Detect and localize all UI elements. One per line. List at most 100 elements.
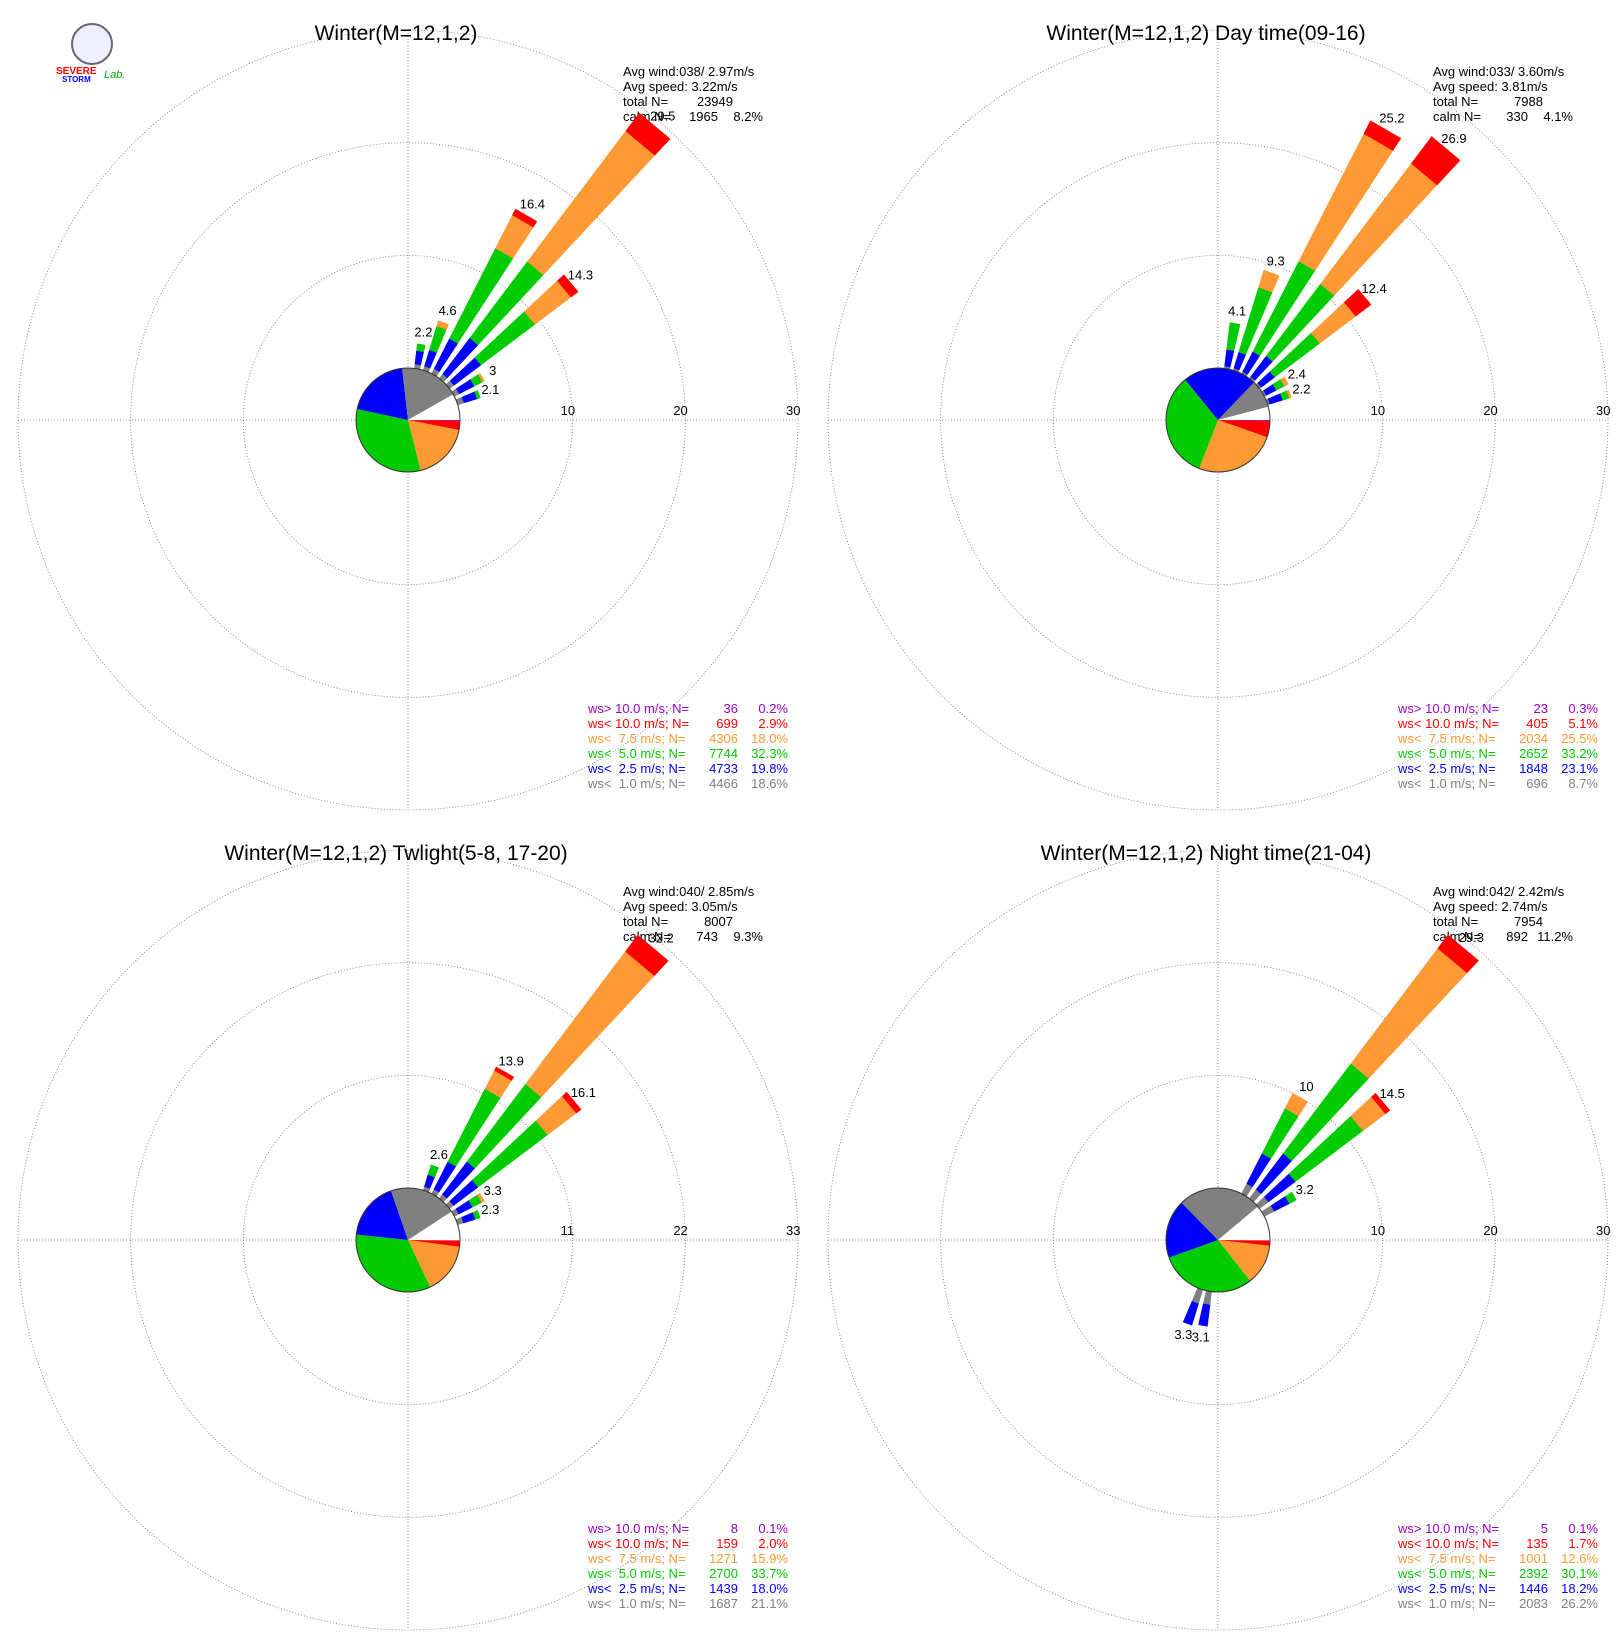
legend-label: ws> 10.0 m/s; N= xyxy=(1397,701,1499,716)
legend-percent: 26.2% xyxy=(1561,1596,1598,1611)
bar-label: 13.9 xyxy=(499,1053,524,1068)
legend-percent: 8.7% xyxy=(1568,776,1598,791)
legend-count: 2652 xyxy=(1519,746,1548,761)
bar-segment xyxy=(556,274,579,298)
logo: SEVERE STORM Lab. xyxy=(56,23,125,84)
bar-segment xyxy=(477,1192,485,1203)
bar-segment xyxy=(474,390,481,400)
bar-segment xyxy=(1350,947,1468,1079)
legend-label: ws< 5.0 m/s; N= xyxy=(587,746,686,761)
r-tick-label: 10 xyxy=(1371,403,1385,418)
legend-count: 159 xyxy=(716,1536,738,1551)
legend-count: 4466 xyxy=(709,776,738,791)
legend-percent: 2.9% xyxy=(758,716,788,731)
legend-label: ws< 10.0 m/s; N= xyxy=(1397,716,1499,731)
legend-count: 2083 xyxy=(1519,1596,1548,1611)
bar-label: 29.3 xyxy=(1459,930,1484,945)
legend-label: ws< 1.0 m/s; N= xyxy=(587,776,686,791)
bar-segment xyxy=(1224,349,1235,368)
legend-entry: ws< 5.0 m/s; N= 2392 30.1% xyxy=(1397,1566,1598,1581)
pie-slice xyxy=(408,420,460,421)
legend-count: 699 xyxy=(716,716,738,731)
legend-percent: 33.7% xyxy=(751,1566,788,1581)
legend-count: 2034 xyxy=(1519,731,1548,746)
pie-slice xyxy=(1218,420,1270,421)
bar-segment xyxy=(1284,1092,1309,1117)
bar-segment xyxy=(1182,1301,1199,1326)
logo-text: Lab. xyxy=(104,69,125,81)
pie-slice xyxy=(1218,406,1270,420)
r-tick-label: 30 xyxy=(786,403,800,418)
pie-slice xyxy=(1181,1188,1258,1240)
pie-slice xyxy=(1218,382,1269,420)
legend-label: ws< 5.0 m/s; N= xyxy=(587,1566,686,1581)
legend-count: 23 xyxy=(1534,701,1548,716)
legend-entry: ws< 10.0 m/s; N= 699 2.9% xyxy=(587,716,788,731)
legend-entry: ws< 5.0 m/s; N= 7744 32.3% xyxy=(587,746,788,761)
r-tick-label: 10 xyxy=(561,403,575,418)
legend-entry: ws< 2.5 m/s; N= 1439 18.0% xyxy=(587,1581,788,1596)
legend-count: 5 xyxy=(1541,1521,1548,1536)
pie-slice xyxy=(402,368,454,420)
bar-segment xyxy=(1280,376,1289,387)
pie-outline xyxy=(1165,367,1271,473)
bar-segment xyxy=(424,349,438,369)
legend-count: 1439 xyxy=(709,1581,738,1596)
legend-percent: 0.2% xyxy=(758,701,788,716)
legend-count: 2392 xyxy=(1519,1566,1548,1581)
legend-label: ws> 10.0 m/s; N= xyxy=(587,701,689,716)
bar-segment xyxy=(561,1091,582,1114)
bar-segment xyxy=(1198,1303,1211,1327)
pie-slice xyxy=(1185,368,1255,420)
legend-entry: ws< 7.5 m/s; N= 2034 25.5% xyxy=(1397,731,1598,746)
legend-entry: ws> 10.0 m/s; N= 36 0.2% xyxy=(587,701,788,716)
bar-segment xyxy=(1233,351,1247,371)
pie-slice xyxy=(357,368,408,420)
legend-percent: 25.5% xyxy=(1561,731,1598,746)
legend-entry: ws< 10.0 m/s; N= 405 5.1% xyxy=(1397,716,1598,731)
bar-segment xyxy=(1267,393,1284,405)
bar-label: 26.9 xyxy=(1441,131,1466,146)
grid-ring xyxy=(1052,254,1384,586)
r-tick-label: 30 xyxy=(1596,1223,1610,1238)
bar-label: 10 xyxy=(1299,1079,1313,1094)
r-tick-label: 22 xyxy=(673,1223,687,1238)
stat-value: 7988 xyxy=(1514,94,1543,109)
legend-count: 1001 xyxy=(1519,1551,1548,1566)
bar-segment xyxy=(472,1210,481,1220)
legend-label: ws< 7.5 m/s; N= xyxy=(1397,1551,1496,1566)
bar-segment xyxy=(527,130,656,276)
pie-slice xyxy=(408,1240,460,1288)
legend-label: ws< 5.0 m/s; N= xyxy=(1397,1566,1496,1581)
grid-ring xyxy=(1052,1074,1384,1406)
legend-label: ws< 1.0 m/s; N= xyxy=(1397,776,1496,791)
r-tick-label: 20 xyxy=(673,403,687,418)
grid-ring xyxy=(827,29,1609,811)
pie-slice xyxy=(1218,1240,1270,1281)
legend-percent: 32.3% xyxy=(751,746,788,761)
legend-count: 696 xyxy=(1526,776,1548,791)
bar-segment xyxy=(436,320,449,330)
legend-percent: 5.1% xyxy=(1568,716,1598,731)
bar-label: 12.4 xyxy=(1361,281,1386,296)
grid-ring xyxy=(17,29,799,811)
bar-segment xyxy=(1363,120,1402,151)
pie-slice xyxy=(408,420,460,431)
grid-ring xyxy=(130,142,686,698)
bar-segment xyxy=(1258,269,1280,293)
legend-percent: 0.1% xyxy=(758,1521,788,1536)
legend-label: ws< 2.5 m/s; N= xyxy=(587,1581,686,1596)
legend-count: 4733 xyxy=(709,761,738,776)
legend-percent: 18.0% xyxy=(751,731,788,746)
chart-title: Winter(M=12,1,2) Night time(21-04) xyxy=(1041,842,1372,865)
legend-entry: ws< 1.0 m/s; N= 696 8.7% xyxy=(1397,776,1598,791)
bar-label: 2.6 xyxy=(430,1147,448,1162)
legend-entry: ws< 5.0 m/s; N= 2652 33.2% xyxy=(1397,746,1598,761)
legend-count: 7744 xyxy=(709,746,738,761)
legend-percent: 33.2% xyxy=(1561,746,1598,761)
legend-count: 2700 xyxy=(709,1566,738,1581)
legend-label: ws> 10.0 m/s; N= xyxy=(1397,1521,1499,1536)
legend-entry: ws< 7.5 m/s; N= 4306 18.0% xyxy=(587,731,788,746)
legend-label: ws< 2.5 m/s; N= xyxy=(587,761,686,776)
pie-slice xyxy=(356,1234,431,1293)
